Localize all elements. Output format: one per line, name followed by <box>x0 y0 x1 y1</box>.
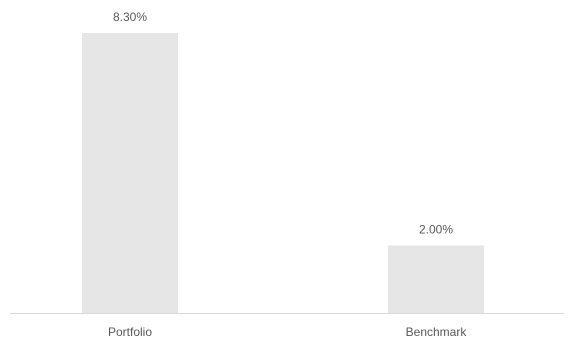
x-tick-label-portfolio: Portfolio <box>108 325 152 339</box>
bars-group <box>82 33 484 313</box>
bar-portfolio <box>82 33 178 313</box>
bar-benchmark <box>388 245 484 313</box>
x-tick-labels-group: Portfolio Benchmark <box>108 325 467 339</box>
x-tick-label-benchmark: Benchmark <box>406 325 468 339</box>
data-label-portfolio: 8.30% <box>113 10 147 24</box>
data-label-benchmark: 2.00% <box>419 223 453 237</box>
data-labels-group: 8.30% 2.00% <box>113 10 453 237</box>
